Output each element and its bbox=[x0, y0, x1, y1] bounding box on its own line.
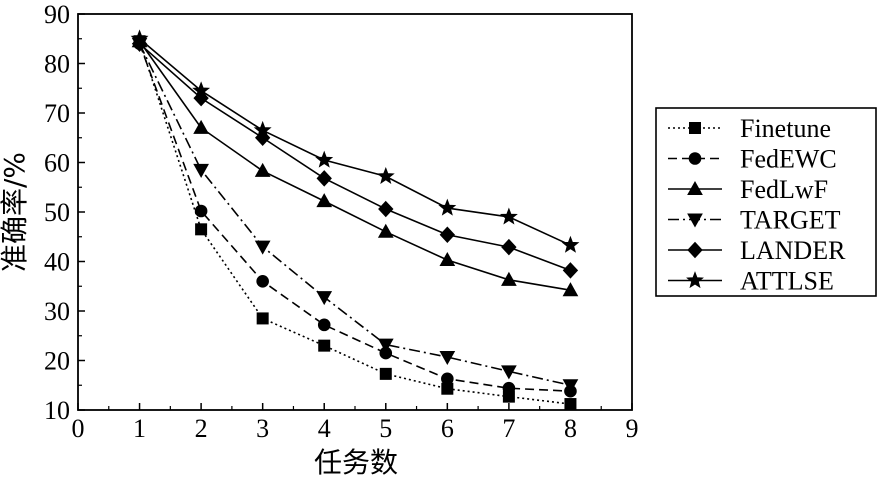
data-point-fedlwf bbox=[562, 282, 579, 297]
data-point-fedewc bbox=[502, 381, 516, 395]
series-line-fedewc bbox=[138, 43, 571, 392]
legend-item-fedewc: FedEWC bbox=[668, 145, 837, 174]
y-tick-label: 20 bbox=[44, 347, 70, 376]
axes: 0 1 2 3 4 5 6 7 8 9 10 20 30 40 50 60 70 80 90 bbox=[44, 0, 639, 443]
legend-box bbox=[655, 107, 877, 297]
x-tick-label: 2 bbox=[195, 414, 208, 443]
axes-frame bbox=[77, 13, 633, 411]
x-tick-label: 7 bbox=[502, 414, 515, 443]
data-point-fedlwf bbox=[501, 271, 517, 286]
x-tick-label: 3 bbox=[256, 414, 269, 443]
data-point-fedlwf bbox=[316, 193, 333, 208]
y-axis-label: 准确率/% bbox=[0, 152, 31, 272]
legend-item-attlse: ATTLSE bbox=[668, 267, 834, 296]
legend-marker bbox=[686, 271, 704, 289]
series-lander bbox=[131, 35, 579, 279]
data-point-target bbox=[254, 240, 271, 255]
legend-label: TARGET bbox=[740, 206, 841, 235]
x-tick-label: 4 bbox=[318, 414, 331, 443]
data-point-lander bbox=[378, 200, 394, 218]
data-point-target bbox=[562, 379, 579, 394]
y-tick-label: 40 bbox=[44, 248, 70, 277]
legend-item-target: TARGET bbox=[668, 206, 841, 235]
series-line-target bbox=[138, 43, 571, 387]
data-point-fedewc bbox=[256, 275, 269, 288]
legend-marker bbox=[687, 213, 703, 228]
data-point-fedlwf bbox=[377, 223, 394, 238]
data-point-fedewc bbox=[194, 204, 208, 218]
data-point-target bbox=[377, 338, 394, 353]
data-point-attlse bbox=[376, 166, 395, 184]
legend-label: FedLwF bbox=[740, 175, 828, 204]
y-tick-label: 30 bbox=[44, 297, 70, 326]
data-point-lander bbox=[439, 226, 456, 244]
legend-item-lander: LANDER bbox=[668, 236, 846, 265]
data-point-fedlwf bbox=[439, 251, 456, 267]
data-point-attlse bbox=[315, 150, 334, 168]
series-line-attlse bbox=[139, 38, 571, 246]
data-point-attlse bbox=[499, 207, 518, 225]
series-target bbox=[131, 37, 579, 394]
x-tick-label: 1 bbox=[133, 414, 146, 443]
data-point-fedewc bbox=[317, 318, 331, 332]
legend-label: FedEWC bbox=[740, 145, 837, 174]
legend-label: Finetune bbox=[740, 114, 831, 143]
legend-marker bbox=[687, 241, 703, 259]
legend-marker bbox=[689, 122, 701, 134]
series-fedewc bbox=[133, 37, 577, 398]
data-point-attlse bbox=[253, 120, 272, 138]
data-point-target bbox=[439, 351, 456, 366]
series-line-fedlwf bbox=[138, 40, 571, 291]
data-point-target bbox=[316, 291, 333, 306]
data-point-finetune bbox=[195, 223, 208, 236]
data-point-target bbox=[501, 365, 517, 380]
x-tick-label: 8 bbox=[564, 414, 577, 443]
legend-label: ATTLSE bbox=[740, 267, 834, 296]
data-point-fedlwf bbox=[193, 119, 209, 134]
series-line-lander bbox=[139, 43, 571, 272]
data-point-attlse bbox=[192, 81, 211, 99]
data-point-finetune bbox=[318, 339, 331, 352]
y-tick-label: 90 bbox=[44, 0, 70, 29]
y-tick-label: 70 bbox=[44, 99, 70, 128]
y-tick-label: 50 bbox=[44, 198, 70, 227]
legend-marker bbox=[687, 180, 703, 195]
data-point-lander bbox=[316, 170, 332, 187]
data-point-attlse bbox=[438, 198, 457, 216]
data-point-attlse bbox=[130, 29, 149, 47]
data-point-fedewc bbox=[441, 372, 454, 386]
x-tick-label: 9 bbox=[626, 414, 639, 443]
y-tick-label: 10 bbox=[44, 396, 70, 425]
legend-label: LANDER bbox=[740, 236, 846, 265]
data-point-finetune bbox=[379, 367, 392, 380]
series-attlse bbox=[130, 29, 580, 253]
data-point-fedlwf bbox=[254, 162, 271, 177]
legend-marker bbox=[688, 152, 702, 165]
plot-area bbox=[130, 29, 580, 411]
y-tick-label: 60 bbox=[44, 149, 70, 178]
x-tick-label: 5 bbox=[379, 414, 392, 443]
data-point-lander bbox=[501, 238, 517, 256]
x-tick-label: 6 bbox=[441, 414, 454, 443]
legend-item-fedlwf: FedLwF bbox=[668, 175, 828, 204]
y-tick-label: 80 bbox=[44, 50, 70, 79]
series-line-finetune bbox=[138, 40, 571, 405]
x-tick-label: 0 bbox=[72, 414, 85, 443]
data-point-attlse bbox=[561, 235, 580, 253]
data-point-lander bbox=[562, 262, 579, 279]
data-point-target bbox=[193, 163, 209, 178]
x-axis-label: 任务数 bbox=[314, 446, 398, 479]
legend-item-finetune: Finetune bbox=[668, 114, 831, 143]
data-point-finetune bbox=[256, 312, 269, 325]
